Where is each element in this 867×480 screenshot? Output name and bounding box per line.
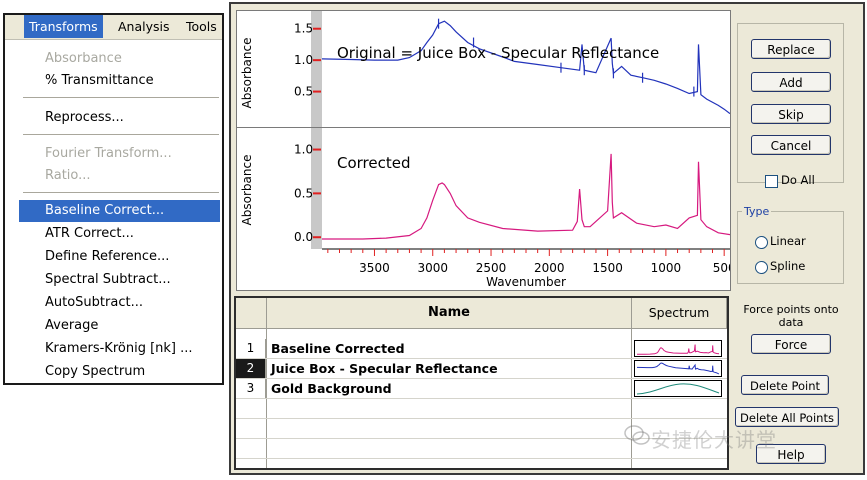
menu-separator bbox=[23, 192, 219, 194]
y-tick-label: 1.0 bbox=[294, 53, 313, 67]
spectrum-thumbnail bbox=[634, 380, 722, 397]
table-row bbox=[236, 439, 727, 459]
menu-separator bbox=[23, 97, 219, 99]
row-number: 1 bbox=[236, 339, 266, 358]
menu-analysis[interactable]: Analysis bbox=[118, 19, 170, 34]
linear-radio[interactable] bbox=[755, 236, 768, 249]
watermark: 安捷伦大讲堂 bbox=[651, 428, 777, 452]
spectrum-thumbnail bbox=[634, 360, 722, 377]
transforms-menu: Transforms Analysis Tools Absorbance % T… bbox=[3, 13, 224, 385]
menu-item-spectral-subtract[interactable]: Spectral Subtract... bbox=[45, 272, 171, 287]
table-row[interactable]: 3 Gold Background bbox=[236, 379, 727, 399]
original-spectrum-plot[interactable]: Absorbance 1.5 1.0 0.5 Original = Juice Bo… bbox=[236, 10, 731, 128]
spectrum-column-header[interactable]: Spectrum bbox=[632, 298, 727, 329]
baseline-correct-window: Absorbance 1.5 1.0 0.5 Original = Juice Bo… bbox=[229, 2, 865, 475]
row-number: 2 bbox=[236, 359, 266, 378]
x-tick-label: 3500 bbox=[359, 261, 390, 275]
menu-item-atr-correct[interactable]: ATR Correct... bbox=[45, 226, 134, 241]
table-row[interactable]: 1 Baseline Corrected bbox=[236, 339, 727, 359]
plot-margin-band bbox=[311, 128, 322, 249]
skip-button[interactable]: Skip bbox=[751, 104, 831, 124]
row-name: Baseline Corrected bbox=[271, 341, 405, 356]
corrected-spectrum-line bbox=[322, 153, 730, 240]
spectrum-thumbnail bbox=[634, 340, 722, 357]
action-group bbox=[737, 23, 844, 183]
y-tick-label: 0.0 bbox=[294, 230, 313, 244]
row-number-header bbox=[236, 298, 267, 329]
y-tick-label: 1.0 bbox=[294, 143, 313, 157]
x-tick-label: 500 bbox=[713, 261, 730, 275]
original-spectrum-line bbox=[321, 20, 730, 115]
x-tick-label: 2000 bbox=[534, 261, 565, 275]
plot-title: Corrected bbox=[337, 154, 411, 172]
type-group bbox=[737, 211, 844, 284]
x-tick-label: 1000 bbox=[651, 261, 682, 275]
menu-item-ratio: Ratio... bbox=[45, 168, 91, 183]
table-row bbox=[236, 419, 727, 439]
force-button[interactable]: Force bbox=[751, 334, 831, 354]
name-column-header[interactable]: Name bbox=[267, 298, 632, 329]
x-tick-label: 1500 bbox=[592, 261, 623, 275]
menu-item-transmittance[interactable]: % Transmittance bbox=[45, 73, 154, 88]
add-button[interactable]: Add bbox=[751, 72, 831, 92]
menu-transforms[interactable]: Transforms bbox=[24, 15, 103, 38]
table-row bbox=[236, 399, 727, 419]
replace-button[interactable]: Replace bbox=[751, 39, 831, 59]
menu-item-average[interactable]: Average bbox=[45, 318, 99, 333]
spline-label: Spline bbox=[770, 259, 806, 273]
delete-point-button[interactable]: Delete Point bbox=[741, 375, 829, 395]
original-spectrum-chart[interactable]: Absorbance 1.5 1.0 0.5 Original = Juice Bo… bbox=[237, 11, 730, 127]
y-axis-label: Absorbance bbox=[240, 38, 254, 109]
x-tick-label: 2500 bbox=[476, 261, 507, 275]
menu-item-absorbance: Absorbance bbox=[45, 51, 122, 66]
do-all-checkbox[interactable] bbox=[765, 175, 778, 188]
menu-item-fourier-transform: Fourier Transform... bbox=[45, 146, 172, 161]
menu-item-define-reference[interactable]: Define Reference... bbox=[45, 249, 170, 264]
wechat-icon bbox=[624, 425, 650, 445]
y-tick-label: 0.5 bbox=[294, 85, 313, 99]
corrected-spectrum-plot[interactable]: Absorbance 1.0 0.5 0.0 3500 3000 2500 2000 150… bbox=[236, 127, 731, 291]
spectra-table: Name Spectrum 1 Baseline Corrected 2 Jui… bbox=[234, 296, 729, 470]
delete-all-points-button[interactable]: Delete All Points bbox=[735, 407, 839, 427]
menu-item-kramers-kronig[interactable]: Kramers-Krönig [nk] ... bbox=[45, 341, 193, 356]
row-number: 3 bbox=[236, 379, 266, 398]
cancel-button[interactable]: Cancel bbox=[751, 135, 831, 155]
x-axis-label: Wavenumber bbox=[486, 275, 566, 289]
plot-title: Original = Juice Box - Specular Reflecta… bbox=[337, 44, 659, 62]
menu-item-autosubtract[interactable]: AutoSubtract... bbox=[45, 295, 143, 310]
y-tick-label: 1.5 bbox=[294, 22, 313, 36]
menu-item-baseline-correct[interactable]: Baseline Correct... bbox=[19, 200, 220, 222]
type-group-legend: Type bbox=[742, 205, 772, 218]
row-name: Juice Box - Specular Reflectance bbox=[271, 361, 498, 376]
help-button[interactable]: Help bbox=[756, 444, 826, 464]
x-tick-label: 3000 bbox=[417, 261, 448, 275]
linear-label: Linear bbox=[770, 234, 806, 248]
menu-tools[interactable]: Tools bbox=[186, 19, 217, 34]
corrected-spectrum-chart[interactable]: Absorbance 1.0 0.5 0.0 3500 3000 2500 2000 150… bbox=[237, 128, 730, 290]
y-axis-label: Absorbance bbox=[240, 155, 254, 226]
force-caption: Force points onto data bbox=[743, 303, 839, 329]
table-row[interactable]: 2 Juice Box - Specular Reflectance bbox=[236, 359, 727, 379]
menu-bar: Transforms Analysis Tools bbox=[5, 15, 222, 40]
spline-radio[interactable] bbox=[755, 261, 768, 274]
y-tick-label: 0.5 bbox=[294, 186, 313, 200]
row-name: Gold Background bbox=[271, 381, 392, 396]
do-all-label: Do All bbox=[781, 173, 815, 187]
plot-margin-band bbox=[311, 11, 322, 127]
menu-item-reprocess[interactable]: Reprocess... bbox=[45, 110, 124, 125]
menu-item-copy-spectrum[interactable]: Copy Spectrum bbox=[45, 364, 146, 379]
menu-separator bbox=[23, 134, 219, 136]
